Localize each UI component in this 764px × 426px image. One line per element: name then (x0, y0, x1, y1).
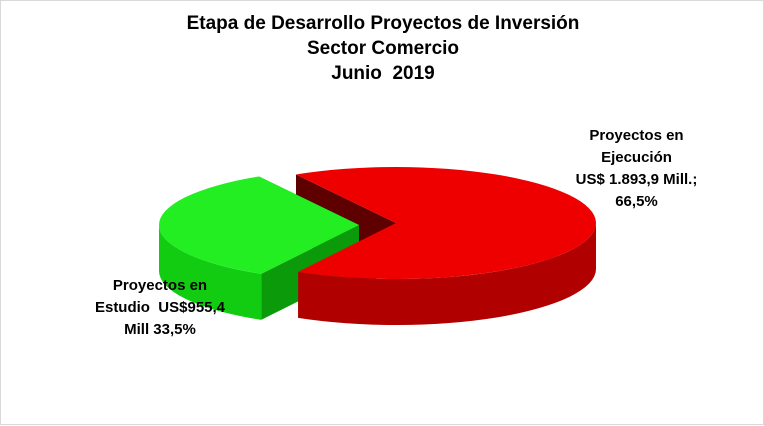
data-label-ejecucion-line-1: Proyectos en (589, 127, 684, 144)
data-label-estudio-line-3: Mill 33,5% (124, 321, 196, 338)
data-label-ejecucion-line-3: US$ 1.893,9 Mill.; (575, 171, 698, 188)
slice-estudio-top (159, 176, 359, 274)
chart-title-line-1: Etapa de Desarrollo Proyectos de Inversi… (186, 13, 580, 34)
slice-estudio-side-wall-1 (159, 225, 262, 320)
slice-ejecucion-top (296, 167, 596, 279)
slice-ejecucion-side-wall-1 (298, 223, 596, 325)
data-label-estudio-line-1: Proyectos en (112, 277, 208, 294)
chart-title: Etapa de Desarrollo Proyectos de Inversi… (1, 11, 764, 86)
chart-title-line-2: Sector Comercio (306, 38, 460, 59)
data-label-estudio: Proyectos en Estudio US$955,4 Mill 33,5% (81, 275, 239, 341)
data-label-ejecucion-line-2: Ejecución (601, 149, 672, 166)
pie-slices (159, 167, 596, 325)
data-label-estudio-line-2: Estudio US$955,4 (94, 299, 226, 316)
data-label-ejecucion: Proyectos en Ejecución US$ 1.893,9 Mill.… (554, 125, 719, 213)
data-label-ejecucion-line-4: 66,5% (615, 193, 658, 210)
chart-title-line-3: Junio 2019 (331, 63, 435, 84)
